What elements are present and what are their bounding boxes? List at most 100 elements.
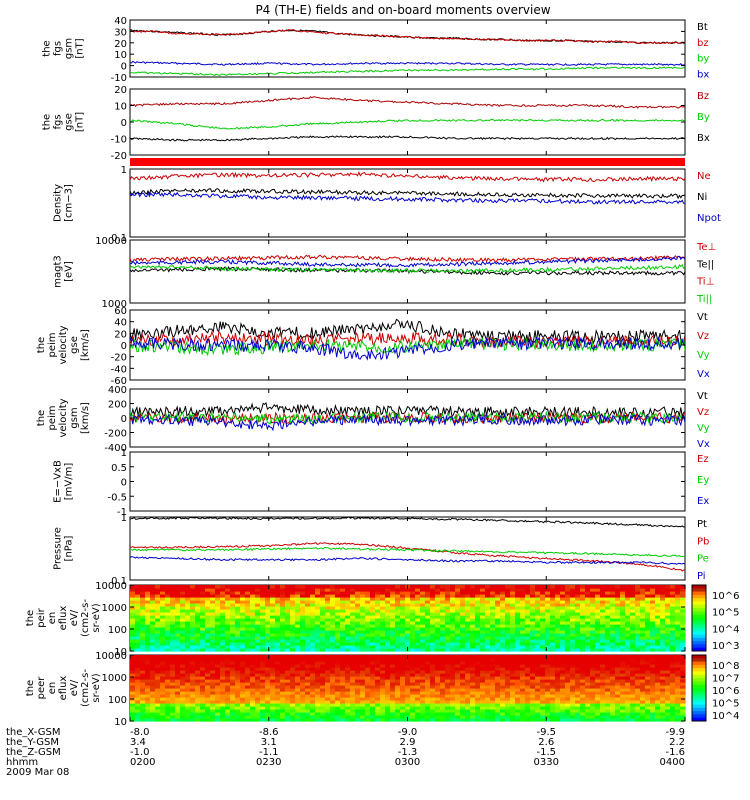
spectrogram-cell	[395, 609, 401, 613]
spectrogram-cell	[520, 615, 526, 619]
spectrogram-cell	[570, 712, 576, 716]
spectrogram-cell	[425, 606, 431, 610]
spectrogram-cell	[520, 645, 526, 649]
spectrogram-cell	[580, 621, 586, 625]
spectrogram-cell	[580, 703, 586, 707]
spectrogram-cell	[345, 664, 351, 668]
spectrogram-cell	[395, 709, 401, 713]
y-ticks: 0.11	[111, 165, 686, 244]
spectrogram-cell	[470, 691, 476, 695]
spectrogram-cell	[385, 618, 391, 622]
spectrogram-cell	[535, 636, 541, 640]
spectrogram-cell	[260, 667, 266, 671]
spectrogram-cell	[170, 645, 176, 649]
spectrogram-cell	[335, 627, 341, 631]
spectrogram-cell	[615, 585, 621, 589]
spectrogram-cell	[615, 679, 621, 683]
spectrogram-cell	[585, 630, 591, 634]
spectrogram-cell	[440, 670, 446, 674]
spectrogram-cell	[490, 673, 496, 677]
spectrogram-cell	[540, 697, 546, 701]
spectrogram-cell	[300, 624, 306, 628]
spectrogram-cell	[515, 606, 521, 610]
spectrogram-cell	[270, 658, 276, 662]
spectrogram-cell	[370, 688, 376, 692]
spectrogram-cell	[530, 645, 536, 649]
spectrogram-cell	[600, 615, 606, 619]
spectrogram-cell	[480, 642, 486, 646]
spectrogram-cell	[420, 603, 426, 607]
spectrogram-cell	[560, 697, 566, 701]
spectrogram-cell	[435, 664, 441, 668]
spectrogram-cell	[215, 664, 221, 668]
spectrogram-cell	[605, 664, 611, 668]
spectrogram-cell	[415, 606, 421, 610]
spectrogram-cell	[255, 621, 261, 625]
spectrogram-cell	[505, 636, 511, 640]
spectrogram-cell	[300, 594, 306, 598]
spectrogram-cell	[215, 697, 221, 701]
spectrogram-cell	[170, 615, 176, 619]
spectrogram-cell	[410, 588, 416, 592]
spectrogram-cell	[380, 706, 386, 710]
spectrogram-cell	[445, 627, 451, 631]
spectrogram-cell	[365, 700, 371, 704]
spectrogram-cell	[185, 712, 191, 716]
spectrogram-cell	[520, 655, 526, 659]
spectrogram-cell	[305, 642, 311, 646]
spectrogram-cell	[265, 588, 271, 592]
spectrogram-cell	[155, 658, 161, 662]
spectrogram-cell	[255, 682, 261, 686]
spectrogram-cell	[285, 676, 291, 680]
spectrogram-cell	[525, 609, 531, 613]
spectrogram-cell	[615, 612, 621, 616]
spectrogram-cell	[325, 709, 331, 713]
spectrogram-cell	[355, 588, 361, 592]
spectrogram-cell	[565, 618, 571, 622]
spectrogram-cell	[555, 645, 561, 649]
spectrogram-cell	[175, 706, 181, 710]
spectrogram-cell	[605, 709, 611, 713]
spectrogram-cell	[280, 709, 286, 713]
spectrogram-cell	[540, 700, 546, 704]
spectrogram-cell	[300, 679, 306, 683]
spectrogram-cell	[580, 594, 586, 598]
spectrogram-cell	[515, 603, 521, 607]
spectrogram-cell	[430, 627, 436, 631]
spectrogram-cell	[375, 688, 381, 692]
spectrogram-cell	[415, 670, 421, 674]
spectrogram-cell	[440, 624, 446, 628]
spectrogram-cell	[470, 648, 476, 652]
spectrogram-cell	[255, 688, 261, 692]
spectrogram-cell	[570, 670, 576, 674]
spectrogram-cell	[500, 670, 506, 674]
spectrogram-cell	[350, 606, 356, 610]
spectrogram-cell	[285, 703, 291, 707]
spectrogram-cell	[460, 679, 466, 683]
spectrogram-cell	[390, 627, 396, 631]
spectrogram-cell	[300, 606, 306, 610]
spectrogram-cell	[635, 606, 641, 610]
spectrogram-cell	[480, 630, 486, 634]
spectrogram-cell	[480, 706, 486, 710]
spectrogram-cell	[600, 603, 606, 607]
spectrogram-cell	[595, 715, 601, 719]
spectrogram-cell	[370, 615, 376, 619]
spectrogram-cell	[500, 612, 506, 616]
spectrogram-cell	[385, 639, 391, 643]
spectrogram-cell	[275, 685, 281, 689]
spectrogram-cell	[540, 679, 546, 683]
spectrogram-cell	[495, 585, 501, 589]
spectrogram-cell	[595, 609, 601, 613]
spectrogram-cell	[625, 706, 631, 710]
spectrogram-cell	[225, 627, 231, 631]
spectrogram-cell	[215, 712, 221, 716]
spectrogram-cell	[585, 667, 591, 671]
spectrogram-cell	[620, 664, 626, 668]
spectrogram-cell	[190, 603, 196, 607]
y-tick-label: 20	[114, 39, 127, 50]
spectrogram-cell	[145, 597, 151, 601]
spectrogram-cell	[380, 673, 386, 677]
spectrogram-cell	[330, 709, 336, 713]
